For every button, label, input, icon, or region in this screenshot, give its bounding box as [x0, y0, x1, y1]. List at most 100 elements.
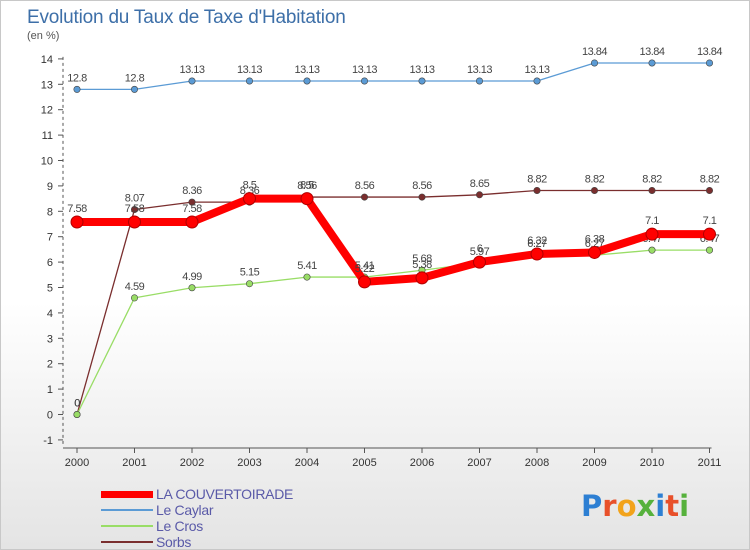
x-tick-label: 2004 — [295, 457, 319, 469]
series-line-la-couvertoirade — [73, 194, 714, 286]
data-label-le-caylar: 12.8 — [67, 72, 87, 84]
data-point-sorbs — [648, 186, 656, 194]
data-point-la-couvertoirade — [645, 227, 659, 241]
data-point-le-cros — [188, 284, 196, 292]
data-label-le-caylar: 13.13 — [237, 64, 262, 76]
data-point-la-couvertoirade — [588, 245, 601, 259]
data-point-le-caylar — [590, 59, 598, 67]
x-tick-label: 2000 — [65, 457, 89, 469]
data-label-le-caylar: 13.13 — [467, 64, 492, 76]
data-label-le-cros: 5.68 — [412, 253, 432, 265]
data-label-la-couvertoirade: 7.58 — [125, 203, 145, 215]
data-label-sorbs: 8.65 — [470, 178, 490, 190]
data-label-la-couvertoirade: 5.38 — [412, 259, 432, 271]
data-point-sorbs — [188, 198, 196, 206]
data-label-la-couvertoirade: 5.22 — [355, 263, 375, 275]
data-point-le-cros — [705, 246, 713, 254]
x-tick-label: 2002 — [180, 457, 204, 469]
series-line-le-caylar — [76, 62, 711, 91]
legend-label-sorbs: Sorbs — [156, 534, 192, 550]
data-point-le-caylar — [131, 85, 139, 93]
data-point-le-cros — [648, 246, 656, 254]
data-point-le-cros — [303, 273, 311, 281]
data-point-la-couvertoirade — [358, 275, 371, 289]
data-point-le-caylar — [705, 59, 713, 67]
data-point-sorbs — [131, 206, 139, 214]
data-label-la-couvertoirade: 7.58 — [67, 203, 87, 215]
data-label-le-caylar: 13.13 — [524, 64, 549, 76]
data-point-le-caylar — [360, 77, 368, 85]
data-label-sorbs: 8.56 — [412, 180, 432, 192]
data-point-la-couvertoirade — [243, 192, 256, 206]
y-tick-label: 9 — [47, 181, 53, 193]
data-label-le-cros: 5.41 — [297, 260, 317, 272]
y-tick-label: 7 — [47, 232, 53, 244]
legend-swatch-le-caylar — [101, 509, 153, 511]
y-tick-label: 14 — [41, 54, 53, 66]
data-label-la-couvertoirade: 7.1 — [703, 215, 717, 227]
data-point-sorbs — [360, 193, 368, 201]
series-line-sorbs — [76, 189, 711, 416]
y-tick-label: 4 — [47, 308, 53, 320]
proxiti-logo: Proxiti — [581, 489, 690, 523]
data-label-le-caylar: 13.13 — [294, 64, 319, 76]
y-tick-label: 8 — [47, 206, 53, 218]
data-point-le-caylar — [188, 77, 196, 85]
y-tick-label: 13 — [41, 79, 53, 91]
data-point-sorbs — [705, 186, 713, 194]
data-label-le-caylar: 13.84 — [639, 46, 664, 58]
x-tick-label: 2001 — [122, 457, 146, 469]
data-label-le-caylar: 12.8 — [125, 72, 145, 84]
chart-title: Evolution du Taux de Taxe d'Habitation — [27, 7, 346, 28]
data-point-sorbs — [533, 186, 541, 194]
data-point-la-couvertoirade — [70, 215, 84, 229]
data-point-la-couvertoirade — [703, 227, 716, 241]
data-point-le-caylar — [73, 85, 81, 93]
series-line-le-cros — [76, 249, 711, 416]
x-tick-label: 2010 — [640, 457, 664, 469]
data-label-le-caylar: 13.84 — [697, 46, 722, 58]
legend-swatch-la-couvertoirade — [101, 490, 153, 498]
legend-item-sorbs: Sorbs — [101, 534, 293, 550]
data-label-la-couvertoirade: 7.1 — [645, 215, 659, 227]
data-point-le-caylar — [533, 77, 541, 85]
data-point-le-caylar — [418, 77, 426, 85]
data-point-la-couvertoirade — [530, 247, 544, 261]
data-label-sorbs: 8.82 — [585, 173, 605, 185]
data-label-le-caylar: 13.13 — [352, 64, 377, 76]
y-tick-label: 11 — [42, 130, 53, 142]
x-tick-label: 2006 — [410, 457, 434, 469]
data-point-le-cros — [246, 280, 254, 288]
legend-swatch-le-cros — [101, 525, 153, 527]
x-tick-label: 2007 — [467, 457, 491, 469]
data-label-la-couvertoirade: 7.58 — [182, 203, 202, 215]
data-label-sorbs: 8.56 — [297, 180, 317, 192]
y-tick-label: -1 — [43, 435, 53, 447]
data-label-le-caylar: 13.13 — [179, 64, 204, 76]
legend-label-la-couvertoirade: LA COUVERTOIRADE — [156, 486, 294, 502]
y-tick-label: 10 — [41, 156, 53, 168]
data-label-la-couvertoirade: 8.5 — [243, 180, 257, 192]
data-point-le-cros — [131, 294, 139, 302]
legend-label-le-cros: Le Cros — [156, 518, 203, 534]
y-tick-label: 12 — [41, 105, 53, 117]
data-point-le-caylar — [648, 59, 656, 67]
x-tick-label: 2008 — [525, 457, 549, 469]
x-tick-label: 2003 — [237, 457, 261, 469]
data-label-sorbs: 8.82 — [700, 173, 720, 185]
data-label-sorbs: 8.56 — [355, 180, 375, 192]
legend-item-le-caylar: Le Caylar — [101, 502, 293, 518]
y-tick-label: 5 — [47, 283, 53, 295]
data-label-la-couvertoirade: 6.32 — [527, 235, 547, 247]
data-label-sorbs: 8.07 — [125, 193, 145, 205]
data-label-le-cros: 5.15 — [240, 267, 260, 279]
data-point-le-caylar — [246, 77, 254, 85]
y-tick-label: 6 — [47, 257, 53, 269]
chart-subtitle: (en %) — [27, 30, 60, 42]
data-point-la-couvertoirade — [185, 215, 199, 229]
data-label-sorbs: 0 — [74, 398, 80, 410]
data-label-sorbs: 8.36 — [182, 185, 202, 197]
y-tick-label: 1 — [47, 384, 53, 396]
